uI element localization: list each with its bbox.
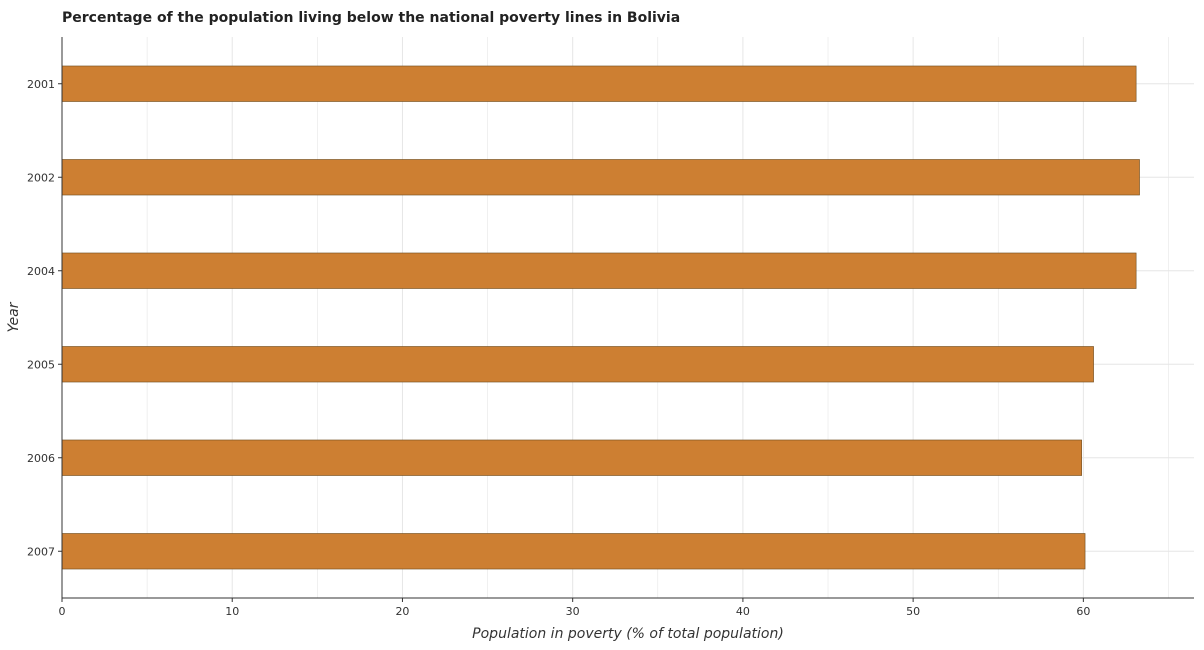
x-tick-label: 50 — [906, 605, 920, 618]
x-tick-label: 0 — [59, 605, 66, 618]
bar — [61, 533, 1086, 570]
bar — [61, 159, 1140, 196]
bar — [61, 65, 1137, 102]
x-tick-label: 30 — [566, 605, 580, 618]
bar — [61, 439, 1082, 476]
bars — [61, 65, 1140, 570]
y-tick-label: 2007 — [27, 545, 55, 558]
x-tick-label: 60 — [1076, 605, 1090, 618]
y-tick-label: 2005 — [27, 358, 55, 371]
x-axis-label: Population in poverty (% of total popula… — [472, 626, 784, 642]
y-tick-label: 2006 — [27, 452, 55, 465]
grid-lines — [61, 37, 1194, 598]
x-tick-labels: 0 10 20 30 40 50 60 — [59, 605, 1091, 618]
x-tick-label: 10 — [225, 605, 239, 618]
y-tick-label: 2001 — [27, 78, 55, 91]
y-tick-label: 2002 — [27, 171, 55, 184]
y-axis-label: Year — [6, 301, 22, 332]
bar — [61, 252, 1137, 289]
x-tick-label: 20 — [395, 605, 409, 618]
bar — [61, 346, 1094, 383]
x-tick-label: 40 — [736, 605, 750, 618]
y-tick-labels: 2001 2002 2004 2005 2006 2007 — [27, 78, 55, 559]
y-tick-label: 2004 — [27, 265, 55, 278]
axes — [58, 37, 1194, 602]
chart-title: Percentage of the population living belo… — [62, 10, 681, 26]
